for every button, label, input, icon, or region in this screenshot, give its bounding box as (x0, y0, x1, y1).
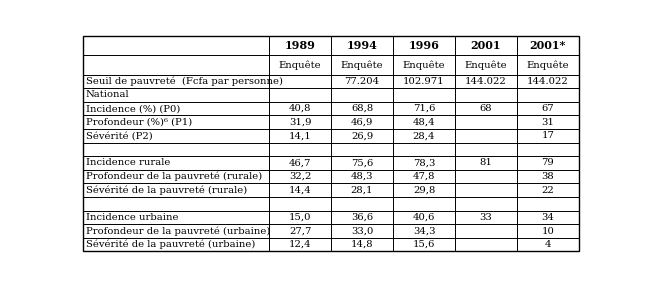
Text: 1996: 1996 (408, 40, 439, 51)
Text: 14,8: 14,8 (351, 240, 373, 249)
Text: 10: 10 (541, 227, 554, 235)
Text: 47,8: 47,8 (413, 172, 435, 181)
Text: Profondeur de la pauvreté (rurale): Profondeur de la pauvreté (rurale) (86, 172, 262, 181)
Text: Sévérité (P2): Sévérité (P2) (86, 131, 152, 140)
Text: 31,9: 31,9 (289, 118, 311, 127)
Text: 22: 22 (541, 186, 554, 195)
Text: 77.204: 77.204 (344, 77, 380, 86)
Text: 32,2: 32,2 (289, 172, 311, 181)
Text: 102.971: 102.971 (403, 77, 445, 86)
Text: 27,7: 27,7 (289, 227, 311, 235)
Text: 34,3: 34,3 (413, 227, 435, 235)
Text: 48,3: 48,3 (351, 172, 373, 181)
Text: Sévérité de la pauvreté (rurale): Sévérité de la pauvreté (rurale) (86, 186, 247, 195)
Text: 75,6: 75,6 (351, 158, 373, 168)
Text: 144.022: 144.022 (527, 77, 568, 86)
Text: 34: 34 (541, 213, 554, 222)
Text: 68,8: 68,8 (351, 104, 373, 113)
Text: Incidence urbaine: Incidence urbaine (86, 213, 178, 222)
Text: 15,0: 15,0 (289, 213, 311, 222)
Text: 4: 4 (545, 240, 551, 249)
Text: Enquête: Enquête (340, 60, 383, 70)
Text: 48,4: 48,4 (413, 118, 435, 127)
Text: 15,6: 15,6 (413, 240, 435, 249)
Text: 14,4: 14,4 (289, 186, 311, 195)
Text: Profondeur (%)⁶ (P1): Profondeur (%)⁶ (P1) (86, 118, 192, 127)
Text: Enquête: Enquête (464, 60, 507, 70)
Text: 46,7: 46,7 (289, 158, 311, 168)
Text: 1994: 1994 (347, 40, 377, 51)
Text: Enquête: Enquête (526, 60, 569, 70)
Text: Incidence rurale: Incidence rurale (86, 158, 170, 168)
Text: 28,4: 28,4 (413, 131, 435, 140)
Text: Enquête: Enquête (402, 60, 445, 70)
Text: 1989: 1989 (285, 40, 315, 51)
Text: 40,8: 40,8 (289, 104, 311, 113)
Text: Profondeur de la pauvreté (urbaine): Profondeur de la pauvreté (urbaine) (86, 226, 270, 236)
Text: 81: 81 (479, 158, 492, 168)
Text: Enquête: Enquête (279, 60, 322, 70)
Text: 78,3: 78,3 (413, 158, 435, 168)
Text: 14,1: 14,1 (289, 131, 311, 140)
Text: 2001*: 2001* (530, 40, 566, 51)
Text: 26,9: 26,9 (351, 131, 373, 140)
Text: 2001: 2001 (471, 40, 501, 51)
Text: 31: 31 (541, 118, 554, 127)
Text: 33: 33 (479, 213, 492, 222)
Text: 46,9: 46,9 (351, 118, 373, 127)
Text: 40,6: 40,6 (413, 213, 435, 222)
Text: 79: 79 (541, 158, 554, 168)
Text: Seuil de pauvreté  (Fcfa par personne): Seuil de pauvreté (Fcfa par personne) (86, 77, 283, 86)
Text: 68: 68 (479, 104, 492, 113)
Text: Sévérité de la pauvreté (urbaine): Sévérité de la pauvreté (urbaine) (86, 240, 255, 249)
Text: 144.022: 144.022 (465, 77, 507, 86)
Text: 71,6: 71,6 (413, 104, 435, 113)
Text: 36,6: 36,6 (351, 213, 373, 222)
Text: Incidence (%) (P0): Incidence (%) (P0) (86, 104, 180, 113)
Text: 38: 38 (541, 172, 554, 181)
Text: 12,4: 12,4 (289, 240, 311, 249)
Text: National: National (86, 90, 129, 99)
Text: 29,8: 29,8 (413, 186, 435, 195)
Text: 33,0: 33,0 (351, 227, 373, 235)
Text: 28,1: 28,1 (351, 186, 373, 195)
Text: 67: 67 (541, 104, 554, 113)
Text: 17: 17 (541, 131, 554, 140)
